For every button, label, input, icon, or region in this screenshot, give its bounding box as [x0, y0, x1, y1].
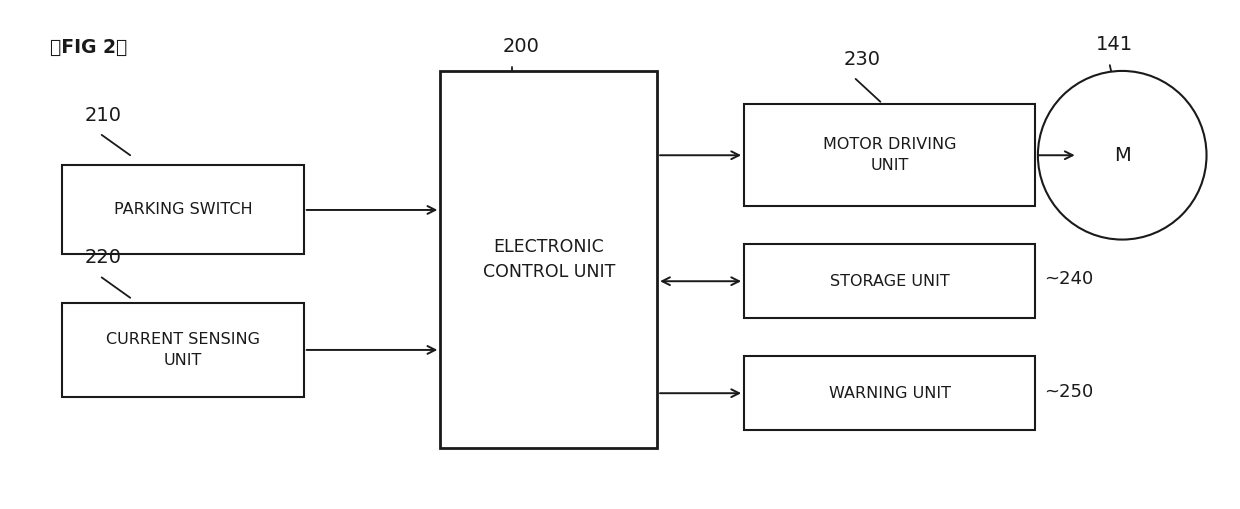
Text: ~240: ~240: [1044, 270, 1094, 288]
Bar: [440, 71, 657, 448]
Text: STORAGE UNIT: STORAGE UNIT: [830, 274, 950, 289]
Text: 200: 200: [502, 37, 539, 56]
Bar: [62, 165, 304, 254]
Text: CURRENT SENSING
UNIT: CURRENT SENSING UNIT: [105, 332, 260, 368]
Text: M: M: [1114, 146, 1131, 165]
Text: 230: 230: [843, 50, 880, 69]
Text: PARKING SWITCH: PARKING SWITCH: [114, 203, 252, 217]
Text: MOTOR DRIVING
UNIT: MOTOR DRIVING UNIT: [823, 137, 956, 173]
Text: ~250: ~250: [1044, 383, 1094, 401]
Bar: [744, 244, 1035, 318]
Text: ELECTRONIC
CONTROL UNIT: ELECTRONIC CONTROL UNIT: [482, 238, 615, 281]
Text: WARNING UNIT: WARNING UNIT: [828, 386, 951, 401]
Text: 210: 210: [84, 106, 122, 125]
Text: 141: 141: [1096, 36, 1133, 54]
Text: 220: 220: [84, 248, 122, 267]
Text: 【FIG 2】: 【FIG 2】: [50, 38, 126, 57]
Ellipse shape: [1038, 71, 1207, 240]
Bar: [744, 104, 1035, 206]
Bar: [744, 356, 1035, 430]
Bar: [62, 303, 304, 397]
